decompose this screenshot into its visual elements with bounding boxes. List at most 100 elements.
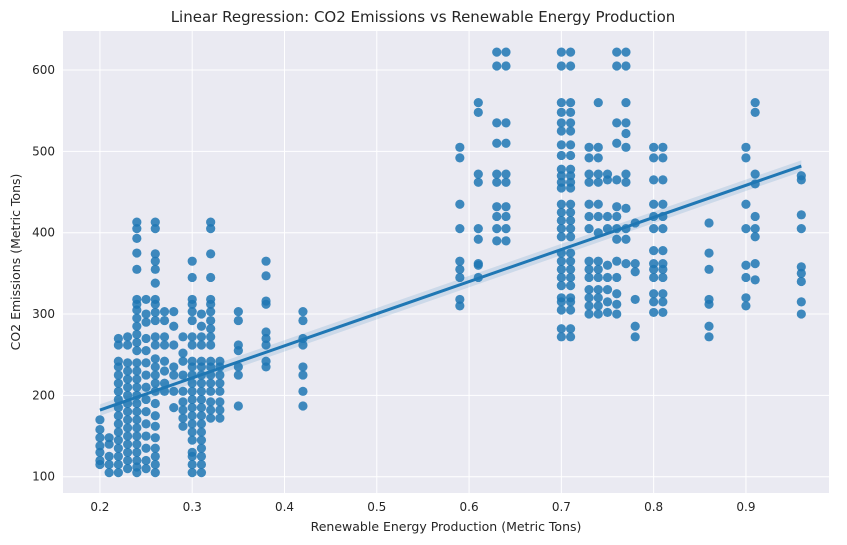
data-point bbox=[132, 374, 142, 384]
data-point bbox=[473, 234, 483, 244]
data-point bbox=[187, 394, 197, 405]
data-point bbox=[565, 47, 576, 57]
data-point bbox=[215, 397, 225, 407]
data-point bbox=[178, 332, 188, 342]
data-point bbox=[602, 285, 613, 295]
data-point bbox=[141, 431, 151, 441]
data-point bbox=[196, 402, 207, 413]
data-point bbox=[123, 431, 133, 441]
data-point bbox=[473, 107, 483, 117]
data-point bbox=[113, 427, 123, 437]
data-point bbox=[261, 296, 271, 306]
data-point bbox=[206, 217, 216, 227]
data-point bbox=[104, 433, 114, 443]
data-point bbox=[704, 332, 714, 342]
data-point bbox=[123, 390, 133, 400]
data-point bbox=[455, 272, 465, 283]
data-point bbox=[196, 459, 207, 470]
data-point bbox=[565, 324, 576, 334]
data-point bbox=[612, 211, 622, 222]
x-tick-label: 0.5 bbox=[367, 500, 386, 514]
data-point bbox=[473, 169, 483, 179]
data-point bbox=[113, 419, 123, 429]
data-point bbox=[123, 358, 133, 368]
data-point bbox=[501, 47, 511, 57]
data-point bbox=[593, 177, 603, 187]
data-point bbox=[261, 271, 271, 281]
data-point bbox=[565, 224, 576, 234]
data-point bbox=[584, 293, 594, 303]
data-point bbox=[649, 153, 659, 163]
data-point bbox=[298, 307, 308, 317]
data-point bbox=[612, 202, 622, 212]
data-point bbox=[501, 202, 511, 212]
data-point bbox=[150, 315, 160, 326]
data-point bbox=[141, 463, 151, 474]
data-point bbox=[741, 199, 751, 209]
data-point bbox=[593, 301, 603, 311]
data-point bbox=[556, 256, 566, 266]
data-point bbox=[796, 262, 806, 272]
data-point bbox=[584, 256, 594, 266]
data-point bbox=[565, 264, 576, 274]
data-point bbox=[621, 61, 631, 71]
chart-title: Linear Regression: CO2 Emissions vs Rene… bbox=[171, 8, 676, 26]
data-point bbox=[556, 126, 566, 136]
data-point bbox=[261, 327, 271, 337]
data-point bbox=[196, 394, 207, 405]
data-point bbox=[602, 272, 613, 283]
x-tick-label: 0.2 bbox=[90, 500, 109, 514]
data-point bbox=[750, 259, 760, 269]
data-point bbox=[584, 199, 594, 209]
data-point bbox=[741, 153, 751, 163]
data-point bbox=[565, 164, 576, 174]
data-point bbox=[132, 346, 142, 356]
data-point bbox=[123, 374, 133, 384]
data-point bbox=[196, 340, 207, 350]
data-point bbox=[169, 307, 179, 317]
data-point bbox=[113, 459, 123, 470]
data-point bbox=[123, 366, 133, 376]
data-point bbox=[206, 386, 216, 396]
data-point bbox=[132, 294, 142, 305]
data-point bbox=[658, 199, 668, 209]
data-point bbox=[556, 232, 566, 242]
data-point bbox=[141, 317, 151, 327]
data-point bbox=[298, 315, 308, 326]
data-point bbox=[565, 305, 576, 315]
data-point bbox=[196, 309, 207, 319]
data-point bbox=[196, 321, 207, 331]
data-point bbox=[455, 199, 465, 209]
data-point bbox=[584, 169, 594, 179]
data-point bbox=[187, 468, 197, 478]
data-point bbox=[169, 370, 179, 380]
data-point bbox=[169, 386, 179, 396]
data-point bbox=[501, 224, 511, 234]
data-point bbox=[492, 224, 502, 234]
data-point bbox=[187, 402, 197, 413]
data-point bbox=[565, 97, 576, 108]
data-point bbox=[187, 307, 197, 317]
data-point bbox=[565, 150, 576, 161]
data-point bbox=[612, 47, 622, 57]
data-point bbox=[556, 324, 566, 334]
data-point bbox=[206, 413, 216, 423]
data-point bbox=[150, 354, 160, 364]
data-point bbox=[593, 293, 603, 303]
data-point bbox=[141, 382, 151, 392]
data-point bbox=[501, 138, 511, 148]
data-point bbox=[187, 315, 197, 326]
data-point bbox=[621, 259, 631, 269]
data-point bbox=[104, 439, 114, 449]
data-point bbox=[178, 397, 188, 407]
data-point bbox=[455, 294, 465, 305]
data-point bbox=[196, 435, 207, 445]
data-point bbox=[455, 256, 465, 266]
data-point bbox=[658, 297, 668, 307]
data-point bbox=[501, 177, 511, 187]
y-tick-label: 100 bbox=[32, 470, 55, 484]
y-tick-label: 500 bbox=[32, 144, 55, 158]
data-point bbox=[612, 138, 622, 148]
data-point bbox=[215, 413, 225, 423]
